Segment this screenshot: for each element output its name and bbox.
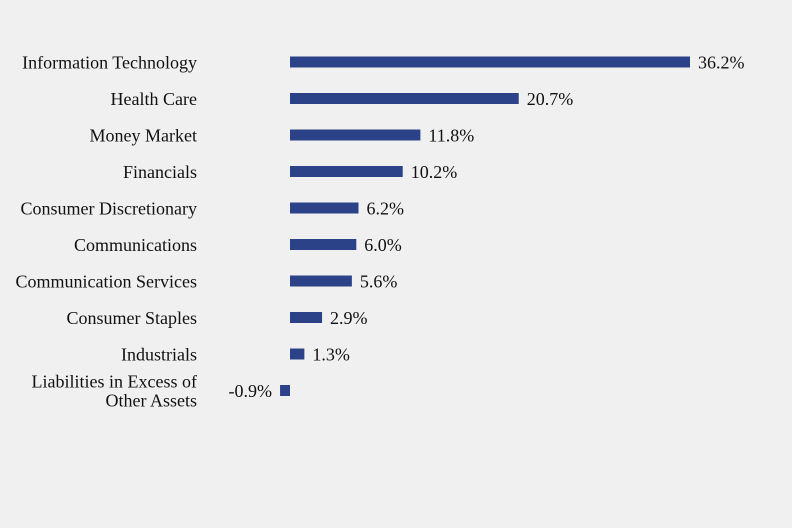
bar — [290, 348, 305, 360]
bar — [290, 312, 323, 323]
value-label: 11.8% — [428, 125, 474, 145]
value-label: 10.2% — [411, 162, 458, 182]
value-label: 36.2% — [698, 52, 745, 72]
value-label: 1.3% — [312, 344, 350, 364]
category-label: Communication Services — [16, 271, 197, 291]
category-label: Information Technology — [22, 52, 197, 72]
bar — [280, 385, 290, 396]
category-label: Communications — [74, 235, 197, 255]
value-label: 20.7% — [527, 89, 574, 109]
category-label: Consumer Staples — [67, 308, 198, 328]
bar — [290, 275, 352, 287]
category-label: Health Care — [111, 89, 197, 109]
value-label: -0.9% — [229, 381, 273, 401]
bar — [290, 166, 403, 177]
category-label: Consumer Discretionary — [21, 198, 197, 218]
value-label: 6.0% — [364, 235, 402, 255]
category-label: Financials — [123, 162, 197, 182]
value-label: 2.9% — [330, 308, 368, 328]
category-label: Industrials — [121, 344, 197, 364]
category-label: Money Market — [90, 125, 197, 145]
bar — [290, 202, 359, 214]
bar — [290, 93, 519, 104]
value-label: 5.6% — [360, 271, 398, 291]
bar — [290, 239, 357, 250]
category-label: Liabilities in Excess of Other Assets — [32, 371, 197, 410]
category-labels: Information Technology Health Care Money M… — [16, 52, 197, 410]
bars — [280, 56, 690, 396]
value-labels: 36.2% 20.7% 11.8% 10.2% 6.2% 6.0% 5.6% 2.9% 1.3%… — [229, 52, 745, 401]
bar — [290, 56, 690, 68]
bar — [290, 129, 421, 141]
value-label: 6.2% — [367, 198, 405, 218]
